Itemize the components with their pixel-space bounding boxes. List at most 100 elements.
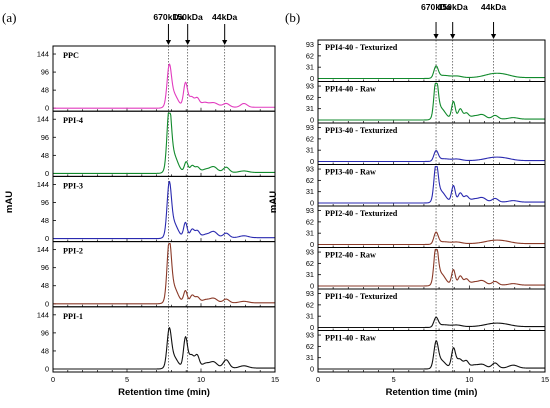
x-tick-label: 10	[465, 375, 473, 384]
panel-title: PPI2-40 - Raw	[325, 251, 376, 260]
y-tick-label: 93	[306, 206, 314, 215]
y-tick-label: 62	[306, 217, 314, 226]
mw-arrow-head	[433, 34, 439, 39]
y-tick-label: 96	[41, 133, 49, 142]
chromatogram-panel: 0 31 62 93 PPI2-40 - Raw	[306, 247, 546, 291]
panel-title: PPC	[63, 51, 79, 60]
x-tick-label: 5	[392, 375, 396, 384]
y-tick-label: 0	[45, 365, 49, 374]
panel-title: PPI-4	[63, 116, 83, 125]
x-tick-label: 0	[51, 375, 55, 384]
y-tick-label: 62	[306, 51, 314, 60]
y-tick-label: 93	[306, 123, 314, 132]
y-tick-label: 96	[41, 263, 49, 272]
panel-frame	[52, 306, 276, 373]
chromatogram-panel: 0 31 62 93 PPI4-40 - Texturized	[306, 39, 546, 83]
y-tick-label: 62	[306, 93, 314, 102]
chromatogram-trace	[53, 112, 275, 174]
y-tick-label: 0	[310, 74, 314, 83]
y-tick-label: 62	[306, 259, 314, 268]
y-tick-label: 62	[306, 342, 314, 351]
y-tick-label: 0	[45, 104, 49, 113]
y-tick-label: 31	[306, 187, 314, 196]
panel-title: PPI3-40 - Texturized	[325, 126, 398, 135]
mw-arrow-head	[165, 40, 172, 45]
y-tick-label: 31	[306, 104, 314, 113]
y-tick-label: 96	[41, 198, 49, 207]
chromatogram-panel: 0 31 62 93 PPI1-40 - Texturized	[306, 288, 546, 332]
panel-frame	[52, 45, 276, 112]
y-axis-label: mAU	[4, 191, 15, 213]
y-tick-label: 0	[45, 299, 49, 308]
panel-title: PPI-1	[63, 312, 83, 321]
chromatogram-panel: 0 31 62 93 PPI3-40 - Texturized	[306, 122, 546, 166]
y-tick-label: 62	[306, 176, 314, 185]
y-tick-label: 96	[41, 68, 49, 77]
x-tick-label: 15	[541, 375, 549, 384]
y-tick-label: 0	[310, 199, 314, 208]
mw-marker-label: 150kDa	[173, 12, 203, 22]
y-axis-label: mAU	[268, 191, 279, 213]
y-tick-label: 48	[41, 86, 49, 95]
y-tick-label: 144	[37, 310, 49, 319]
chromatogram-panel: 0 31 62 93 PPI3-40 - Raw	[306, 164, 546, 208]
y-tick-label: 93	[306, 165, 314, 174]
panel-frame	[317, 330, 546, 373]
panel-title: PPI4-40 - Texturized	[325, 43, 398, 52]
mw-marker-label: 44kDa	[212, 12, 238, 22]
y-tick-label: 96	[41, 328, 49, 337]
y-tick-label: 0	[45, 234, 49, 243]
mw-arrow-head	[222, 40, 228, 45]
y-tick-label: 93	[306, 289, 314, 298]
y-tick-label: 144	[37, 115, 49, 124]
y-tick-label: 93	[306, 248, 314, 257]
y-tick-label: 48	[41, 216, 49, 225]
y-tick-label: 0	[310, 282, 314, 291]
y-tick-label: 93	[306, 40, 314, 49]
chart-panel-label: (a)	[2, 10, 16, 25]
y-tick-label: 48	[41, 281, 49, 290]
chromatogram-panel: 0 48 96 144 PPI-4	[37, 110, 276, 178]
mw-marker-label: 670kDa	[153, 12, 183, 22]
y-tick-label: 48	[41, 346, 49, 355]
y-tick-label: 0	[310, 116, 314, 125]
chromatogram-trace	[318, 82, 545, 121]
chromatogram-panel: 0 48 96 144 PPI-1	[37, 306, 276, 374]
y-tick-label: 31	[306, 63, 314, 72]
x-tick-label: 10	[197, 375, 205, 384]
y-tick-label: 31	[306, 270, 314, 279]
chromatogram-panel: 0 31 62 93 PPI1-40 - Raw	[306, 330, 546, 374]
y-tick-label: 0	[310, 365, 314, 374]
y-tick-label: 93	[306, 331, 314, 340]
chromatogram-trace	[53, 327, 275, 370]
y-tick-label: 144	[37, 50, 49, 59]
chromatogram-panel: 0 31 62 93 PPI2-40 - Texturized	[306, 205, 546, 249]
x-tick-label: 15	[271, 375, 279, 384]
chromatogram-panel: 0 31 62 93 PPI4-40 - Raw	[306, 81, 546, 125]
x-tick-label: 0	[316, 375, 320, 384]
chromatogram-trace	[318, 65, 545, 80]
x-tick-label: 5	[125, 375, 129, 384]
panel-title: PPI4-40 - Raw	[325, 85, 376, 94]
mw-marker-label: 670kDa	[421, 2, 451, 12]
y-tick-label: 31	[306, 353, 314, 362]
y-tick-label: 62	[306, 300, 314, 309]
x-axis-label: Retention time (min)	[118, 387, 210, 398]
mw-arrow-head	[185, 40, 191, 45]
mw-marker-label: 150kDa	[438, 2, 468, 12]
chromatogram-trace	[318, 165, 545, 204]
chromatogram-trace	[53, 243, 275, 305]
y-tick-label: 0	[45, 169, 49, 178]
y-tick-label: 93	[306, 82, 314, 91]
panel-title: PPI1-40 - Raw	[325, 334, 376, 343]
panel-title: PPI1-40 - Texturized	[325, 292, 398, 301]
panel-frame	[52, 175, 276, 243]
y-tick-label: 0	[310, 240, 314, 249]
y-tick-label: 144	[37, 245, 49, 254]
y-tick-label: 0	[310, 323, 314, 332]
chromatogram-trace	[318, 340, 545, 370]
chromatogram-panel: 0 48 96 144 PPI-3	[37, 175, 276, 243]
mw-arrow-head	[450, 34, 456, 39]
y-tick-label: 31	[306, 229, 314, 238]
